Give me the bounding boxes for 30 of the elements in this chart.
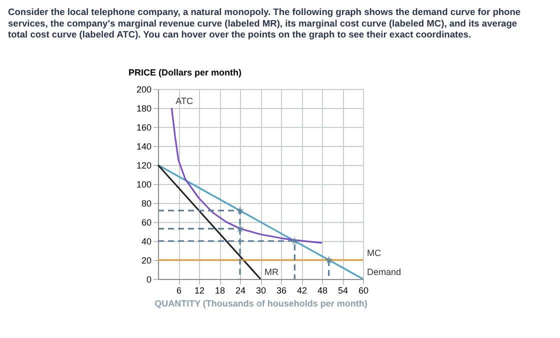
series-label: MR bbox=[264, 267, 279, 277]
x-tick-label: 54 bbox=[338, 286, 348, 296]
series-label: MC bbox=[367, 248, 382, 258]
y-tick-label: 20 bbox=[141, 256, 152, 266]
x-tick-label: 12 bbox=[194, 286, 205, 296]
y-tick-label: 0 bbox=[146, 274, 152, 284]
text: services, the company's marginal revenue curve (labeled MR), its marginal cost curve (labeled MC), and its average bbox=[8, 18, 518, 28]
y-tick-label: 60 bbox=[141, 218, 152, 228]
x-tick-label: 6 bbox=[176, 286, 182, 296]
y-tick-label: 40 bbox=[141, 236, 152, 246]
series-label: Demand bbox=[367, 267, 402, 277]
x-tick-label: 30 bbox=[256, 286, 266, 296]
y-tick-label: 180 bbox=[136, 104, 152, 114]
y-tick-label: 80 bbox=[141, 198, 152, 208]
y-tick-label: 100 bbox=[136, 180, 152, 190]
y-tick-label: 120 bbox=[136, 160, 152, 170]
x-tick-label: 18 bbox=[214, 286, 226, 296]
x-tick-label: 36 bbox=[276, 286, 287, 296]
y-axis-title: PRICE (Dollars per month) bbox=[128, 68, 242, 78]
y-tick-label: 200 bbox=[136, 84, 152, 94]
x-tick-label: 42 bbox=[296, 286, 308, 296]
x-axis-title: QUANTITY (Thousands of households per month) bbox=[154, 298, 368, 308]
x-tick-label: 60 bbox=[358, 286, 369, 296]
y-tick-label: 140 bbox=[136, 142, 152, 152]
text: total cost curve (labeled ATC). You can hover over the points on the graph to see their exact coordinates. bbox=[8, 30, 472, 40]
x-tick-label: 48 bbox=[317, 286, 328, 296]
series-label: ATC bbox=[176, 96, 194, 106]
text: Consider the local telephone company, a natural monopoly. The following graph shows the demand curve for phone bbox=[8, 7, 521, 18]
x-tick-label: 24 bbox=[235, 286, 246, 296]
y-tick-label: 160 bbox=[136, 122, 152, 132]
